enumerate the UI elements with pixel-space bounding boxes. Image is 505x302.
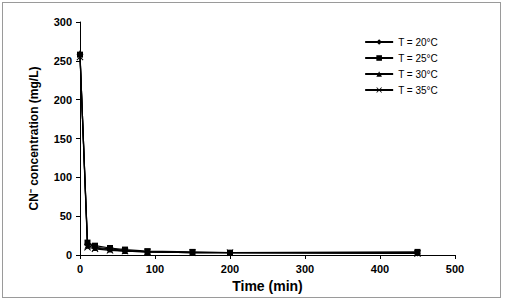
svg-text:T = 20°C: T = 20°C: [398, 37, 438, 48]
svg-text:0: 0: [77, 263, 83, 275]
svg-text:400: 400: [371, 263, 389, 275]
svg-text:200: 200: [54, 94, 72, 106]
svg-text:T = 35°C: T = 35°C: [398, 85, 438, 96]
svg-text:250: 250: [54, 55, 72, 67]
svg-text:CN⁻ concentration (mg/L): CN⁻ concentration (mg/L): [27, 66, 41, 210]
svg-text:Time (min): Time (min): [232, 278, 303, 294]
svg-text:50: 50: [60, 210, 72, 222]
svg-text:200: 200: [221, 263, 239, 275]
svg-text:T = 25°C: T = 25°C: [398, 53, 438, 64]
svg-text:300: 300: [296, 263, 314, 275]
svg-text:150: 150: [54, 133, 72, 145]
svg-text:T = 30°C: T = 30°C: [398, 69, 438, 80]
svg-text:0: 0: [66, 249, 72, 261]
svg-text:100: 100: [146, 263, 164, 275]
svg-text:500: 500: [446, 263, 464, 275]
svg-text:100: 100: [54, 171, 72, 183]
svg-text:300: 300: [54, 16, 72, 28]
